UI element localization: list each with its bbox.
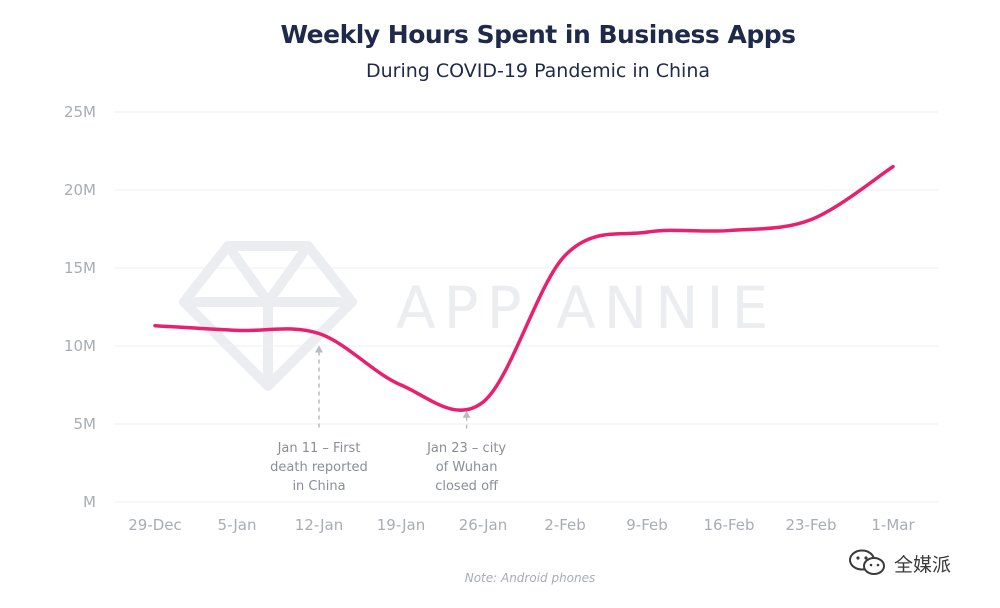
x-tick-label: 19-Jan	[377, 516, 425, 534]
y-tick-label: 10M	[64, 337, 96, 355]
chart-note: Note: Android phones	[464, 571, 596, 585]
x-tick-label: 29-Dec	[128, 516, 182, 534]
series-line	[153, 164, 895, 412]
source-badge-label: 全媒派	[894, 553, 952, 576]
x-tick-label: 9-Feb	[626, 516, 668, 534]
annotation-label: Jan 23 – city	[426, 441, 506, 456]
annotation: Jan 11 – First death reported in China	[270, 345, 368, 494]
annotation-label: closed off	[435, 479, 499, 494]
x-tick-label: 23-Feb	[785, 516, 836, 534]
chart-title: Weekly Hours Spent in Business Apps	[280, 20, 796, 49]
annotation-label: Jan 11 – First	[277, 441, 361, 456]
watermark-text: APP ANNIE	[396, 274, 776, 342]
annotation-label: death reported	[270, 460, 368, 475]
y-tick-label: 5M	[74, 415, 97, 433]
x-tick-label: 16-Feb	[703, 516, 754, 534]
wechat-icon	[849, 549, 885, 575]
x-tick-label: 12-Jan	[295, 516, 343, 534]
annotation-arrowhead	[462, 410, 471, 418]
y-tick-label: 25M	[64, 103, 96, 121]
x-tick-label: 26-Jan	[459, 516, 507, 534]
annotation-label: in China	[292, 479, 345, 494]
annotation-label: of Wuhan	[436, 460, 498, 475]
chart-subtitle: During COVID-19 Pandemic in China	[365, 60, 711, 82]
y-tick-label: 15M	[64, 259, 96, 277]
source-badge: 全媒派	[848, 549, 951, 577]
y-tick-label: M	[83, 493, 96, 511]
x-tick-label: 2-Feb	[544, 516, 586, 534]
annotation: Jan 23 – city of Wuhan closed off	[426, 410, 506, 494]
app-annie-diamond-icon	[179, 241, 357, 391]
x-tick-label: 5-Jan	[218, 516, 257, 534]
y-tick-label: 20M	[64, 181, 96, 199]
x-tick-label: 1-Mar	[871, 516, 915, 534]
annotation-arrowhead	[315, 345, 323, 353]
